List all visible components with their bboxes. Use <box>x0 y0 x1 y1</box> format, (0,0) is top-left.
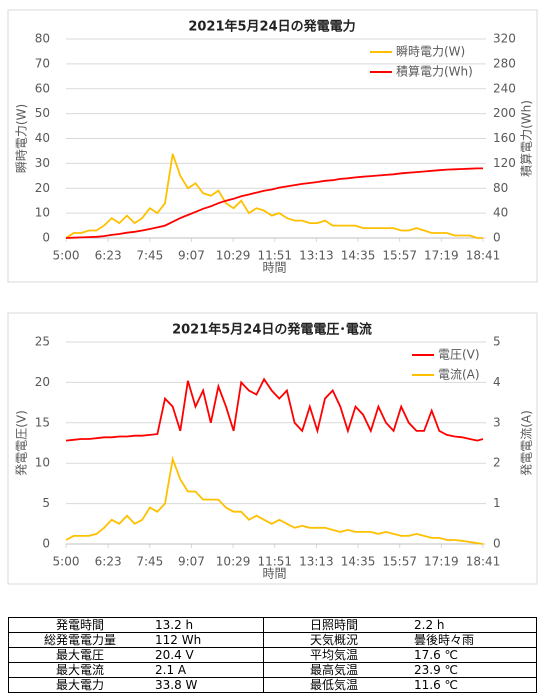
y2-tick-label: 0 <box>493 537 501 551</box>
x-tick-label: 6:23 <box>95 249 122 263</box>
table-value: 2.2 h <box>404 617 537 633</box>
x-axis-label: 時間 <box>262 567 286 581</box>
table-label: 最低気温 <box>263 677 404 693</box>
legend-label: 電流(A) <box>438 368 480 382</box>
x-tick-label: 5:00 <box>53 555 80 569</box>
x-tick-label: 6:23 <box>95 555 122 569</box>
y-tick-label: 0 <box>42 537 50 551</box>
x-tick-label: 18:41 <box>466 555 501 569</box>
x-tick-label: 15:57 <box>382 555 417 569</box>
table-row: 最大電流 2.1 A 最高気温 23.9 ℃ <box>8 662 537 678</box>
x-tick-label: 17:19 <box>424 555 459 569</box>
y2-tick-label: 3 <box>493 415 501 429</box>
table-body: 発電時間 13.2 h 日照時間 2.2 h 総発電電力量 112 Wh 天気概況 曇後時々雨… <box>8 617 537 693</box>
x-tick-label: 15:57 <box>382 249 417 263</box>
y-axis-label: 瞬時電力(W) <box>15 104 29 173</box>
y2-tick-label: 2 <box>493 456 501 470</box>
table-label: 最大電圧 <box>8 647 151 663</box>
table-value: 20.4 V <box>151 647 264 663</box>
y-tick-label: 5 <box>42 496 50 510</box>
y2-tick-label: 80 <box>493 181 508 195</box>
legend-label: 積算電力(Wh) <box>396 64 473 79</box>
table-label: 最高気温 <box>263 662 404 678</box>
y2-tick-label: 0 <box>493 231 501 245</box>
y2-tick-label: 200 <box>493 106 516 120</box>
y-tick-label: 30 <box>35 156 50 170</box>
y2-axis-label: 発電電流(A) <box>520 410 534 476</box>
x-tick-label: 11:51 <box>257 249 292 263</box>
x-tick-label: 14:35 <box>341 249 376 263</box>
legend-label: 瞬時電力(W) <box>396 45 465 59</box>
table-label: 日照時間 <box>263 617 404 633</box>
table-label: 平均気温 <box>263 647 404 663</box>
x-tick-label: 5:00 <box>53 249 80 263</box>
x-tick-label: 13:13 <box>299 249 334 263</box>
y-tick-label: 10 <box>35 206 50 220</box>
table-label: 最大電力 <box>8 677 151 693</box>
x-tick-label: 11:51 <box>257 555 292 569</box>
summary-table: 発電時間 13.2 h 日照時間 2.2 h 総発電電力量 112 Wh 天気概況 曇後時々雨… <box>8 617 537 693</box>
table-value: 曇後時々雨 <box>404 632 537 648</box>
y-tick-label: 40 <box>35 131 50 145</box>
y-tick-label: 50 <box>35 106 50 120</box>
table-value: 17.6 ℃ <box>404 647 537 663</box>
y2-tick-label: 40 <box>493 206 508 220</box>
y2-tick-label: 320 <box>493 32 516 46</box>
table-value: 13.2 h <box>151 617 264 633</box>
charts: 2021年5月24日の発電電力0102030405060708004080120… <box>7 9 538 585</box>
y2-tick-label: 240 <box>493 81 516 95</box>
table-row: 総発電電力量 112 Wh 天気概況 曇後時々雨 <box>8 632 537 648</box>
x-tick-label: 9:07 <box>178 249 205 263</box>
x-tick-label: 13:13 <box>299 555 334 569</box>
y-tick-label: 20 <box>35 181 50 195</box>
table-value: 2.1 A <box>151 662 264 678</box>
table-label: 天気概況 <box>263 632 404 648</box>
table-value: 23.9 ℃ <box>404 662 537 678</box>
x-tick-label: 10:29 <box>216 249 251 263</box>
y-tick-label: 80 <box>35 32 50 46</box>
table-value: 33.8 W <box>151 677 264 693</box>
x-tick-label: 10:29 <box>216 555 251 569</box>
chart-title: 2021年5月24日の発電電力 <box>188 19 355 35</box>
y2-axis-label: 積算電力(Wh) <box>519 100 534 177</box>
x-tick-label: 17:19 <box>424 249 459 263</box>
y-tick-label: 15 <box>35 415 50 429</box>
series-line <box>65 167 483 239</box>
x-tick-label: 7:45 <box>136 555 163 569</box>
y-tick-label: 0 <box>42 231 50 245</box>
legend-label: 電圧(V) <box>438 348 480 362</box>
y-tick-label: 20 <box>35 375 50 389</box>
series-line <box>65 377 484 442</box>
chart-title: 2021年5月24日の発電電圧･電流 <box>172 322 372 338</box>
table-row: 最大電圧 20.4 V 平均気温 17.6 ℃ <box>8 647 537 663</box>
y2-tick-label: 5 <box>493 335 501 349</box>
x-tick-label: 9:07 <box>178 555 205 569</box>
chart-frame <box>7 312 538 585</box>
x-tick-label: 18:41 <box>466 249 501 263</box>
y2-tick-label: 1 <box>493 496 501 510</box>
x-axis-label: 時間 <box>262 261 286 275</box>
y2-tick-label: 160 <box>493 131 516 145</box>
x-tick-label: 7:45 <box>136 249 163 263</box>
table-value: 112 Wh <box>151 632 264 648</box>
table-row: 最大電力 33.8 W 最低気温 11.6 ℃ <box>8 677 537 693</box>
table-value: 11.6 ℃ <box>404 677 537 693</box>
x-tick-label: 14:35 <box>341 555 376 569</box>
table-label: 最大電流 <box>8 662 151 678</box>
y2-tick-label: 120 <box>493 156 516 170</box>
table-label: 発電時間 <box>8 617 151 633</box>
series-line <box>65 455 484 545</box>
series-line <box>65 153 483 239</box>
y-tick-label: 25 <box>35 335 50 349</box>
y-axis-label: 発電電圧(V) <box>15 410 29 476</box>
y2-tick-label: 4 <box>493 375 501 389</box>
y-tick-label: 60 <box>35 81 50 95</box>
y2-tick-label: 280 <box>493 56 516 70</box>
table-label: 総発電電力量 <box>8 632 151 648</box>
y-tick-label: 70 <box>35 56 50 70</box>
y-tick-label: 10 <box>35 456 50 470</box>
table-row: 発電時間 13.2 h 日照時間 2.2 h <box>8 617 537 633</box>
